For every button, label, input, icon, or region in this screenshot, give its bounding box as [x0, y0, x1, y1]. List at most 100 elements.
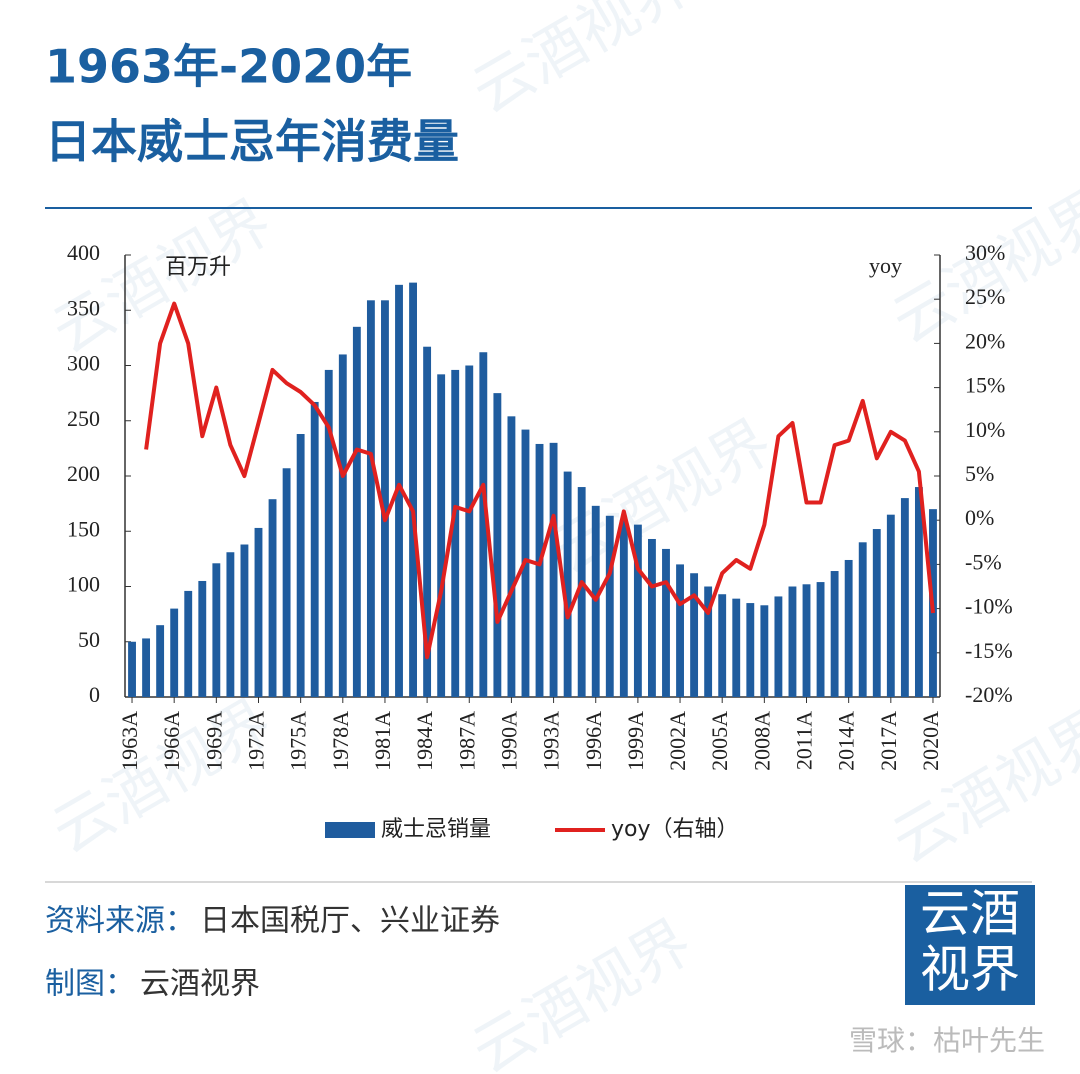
x-tick-label: 1969A: [201, 711, 226, 771]
logo-text: 云酒: [920, 885, 1020, 943]
y2-tick-label: -5%: [965, 549, 1002, 574]
y-unit: 百万升: [165, 255, 231, 280]
bar: [282, 468, 291, 697]
y-tick-label: 150: [67, 516, 100, 541]
bar: [381, 300, 389, 697]
bar: [914, 487, 923, 697]
x-tick-label: 2020A: [918, 711, 943, 771]
x-tick-label: 2017A: [876, 711, 901, 771]
bar: [423, 346, 432, 697]
bar: [816, 582, 825, 697]
bar: [704, 586, 713, 697]
x-tick-label: 1993A: [539, 711, 564, 771]
bar: [240, 544, 249, 697]
x-tick-label: 2008A: [749, 711, 774, 771]
y2-tick-label: 30%: [965, 240, 1005, 265]
title: 日本威士忌年消费量: [45, 115, 459, 169]
bar: [535, 443, 544, 697]
bar: [395, 284, 403, 697]
bar: [732, 598, 741, 697]
legend-label: yoy（右轴）: [611, 817, 739, 842]
bar: [198, 580, 207, 697]
credit: 雪球：枯叶先生: [849, 1024, 1045, 1057]
y2-tick-label: 15%: [965, 373, 1005, 398]
x-tick-label: 1984A: [412, 711, 437, 771]
maker-label: 制图：: [45, 967, 135, 1002]
x-tick-label: 2011A: [792, 711, 817, 770]
bar: [212, 563, 221, 697]
bar: [507, 416, 516, 697]
watermark: 云酒视界: [881, 697, 1080, 878]
bar: [142, 638, 151, 697]
bar: [886, 514, 895, 697]
y2-tick-label: 10%: [965, 417, 1005, 442]
bar: [409, 282, 417, 697]
logo: [905, 885, 1035, 1005]
bar: [788, 586, 797, 697]
bar: [690, 573, 699, 697]
bar: [872, 529, 881, 697]
y-tick-label: 350: [67, 295, 100, 320]
bar: [338, 354, 347, 697]
x-tick-label: 1975A: [286, 711, 311, 771]
x-tick-label: 1966A: [159, 711, 184, 771]
y-tick-label: 100: [67, 572, 100, 597]
bar: [577, 487, 586, 697]
bar: [619, 520, 628, 697]
line: [144, 301, 935, 660]
y-tick-label: 50: [78, 627, 100, 652]
x-tick-label: 1990A: [496, 711, 521, 771]
source-label: 资料来源：: [45, 904, 195, 939]
x-tick-label: 1963A: [117, 711, 142, 771]
bar: [844, 559, 853, 697]
bar: [605, 515, 614, 697]
bar: [324, 369, 333, 697]
bar: [648, 538, 656, 697]
y2-tick-label: -20%: [965, 682, 1013, 707]
logo-text: 视界: [920, 941, 1020, 999]
x-tick-label: 2014A: [834, 711, 859, 771]
bar: [633, 524, 642, 697]
x-tick-label: 2002A: [665, 711, 690, 771]
bar: [746, 603, 755, 697]
y-tick-label: 300: [67, 351, 100, 376]
x-tick-label: 1978A: [328, 711, 353, 771]
bar: [900, 498, 909, 697]
bar: [437, 374, 446, 697]
bar: [760, 605, 769, 697]
bar: [184, 590, 193, 697]
title: 1963年-2020年: [45, 40, 412, 94]
x-tick-label: 1987A: [454, 711, 479, 771]
bar: [493, 393, 502, 697]
y-tick-label: 250: [67, 406, 100, 431]
bar: [268, 499, 277, 697]
bar: [479, 352, 488, 697]
y2-tick-label: 0%: [965, 505, 994, 530]
bar: [563, 471, 572, 697]
watermark: 云酒视界: [461, 0, 704, 127]
bar: [830, 571, 839, 697]
bar: [676, 564, 684, 697]
x-tick-label: 1981A: [370, 711, 395, 771]
bar: [156, 625, 165, 697]
y2-unit: yoy: [869, 253, 902, 278]
y2-tick-label: 25%: [965, 284, 1005, 309]
y2-tick-label: -10%: [965, 594, 1013, 619]
maker: 云酒视界: [140, 967, 260, 1002]
x-tick-label: 2005A: [707, 711, 732, 771]
bar: [128, 641, 136, 697]
y-tick-label: 0: [89, 682, 100, 707]
bar: [774, 596, 783, 697]
bar: [170, 608, 179, 697]
bar: [352, 326, 361, 697]
bar: [465, 365, 474, 697]
source: 日本国税厅、兴业证券: [200, 904, 500, 939]
bar: [858, 542, 867, 697]
bar: [296, 434, 305, 697]
x-tick-label: 1972A: [244, 711, 269, 771]
bar: [549, 442, 558, 697]
bar: [366, 300, 375, 697]
y-tick-label: 400: [67, 240, 100, 265]
x-tick-label: 1996A: [581, 711, 606, 771]
